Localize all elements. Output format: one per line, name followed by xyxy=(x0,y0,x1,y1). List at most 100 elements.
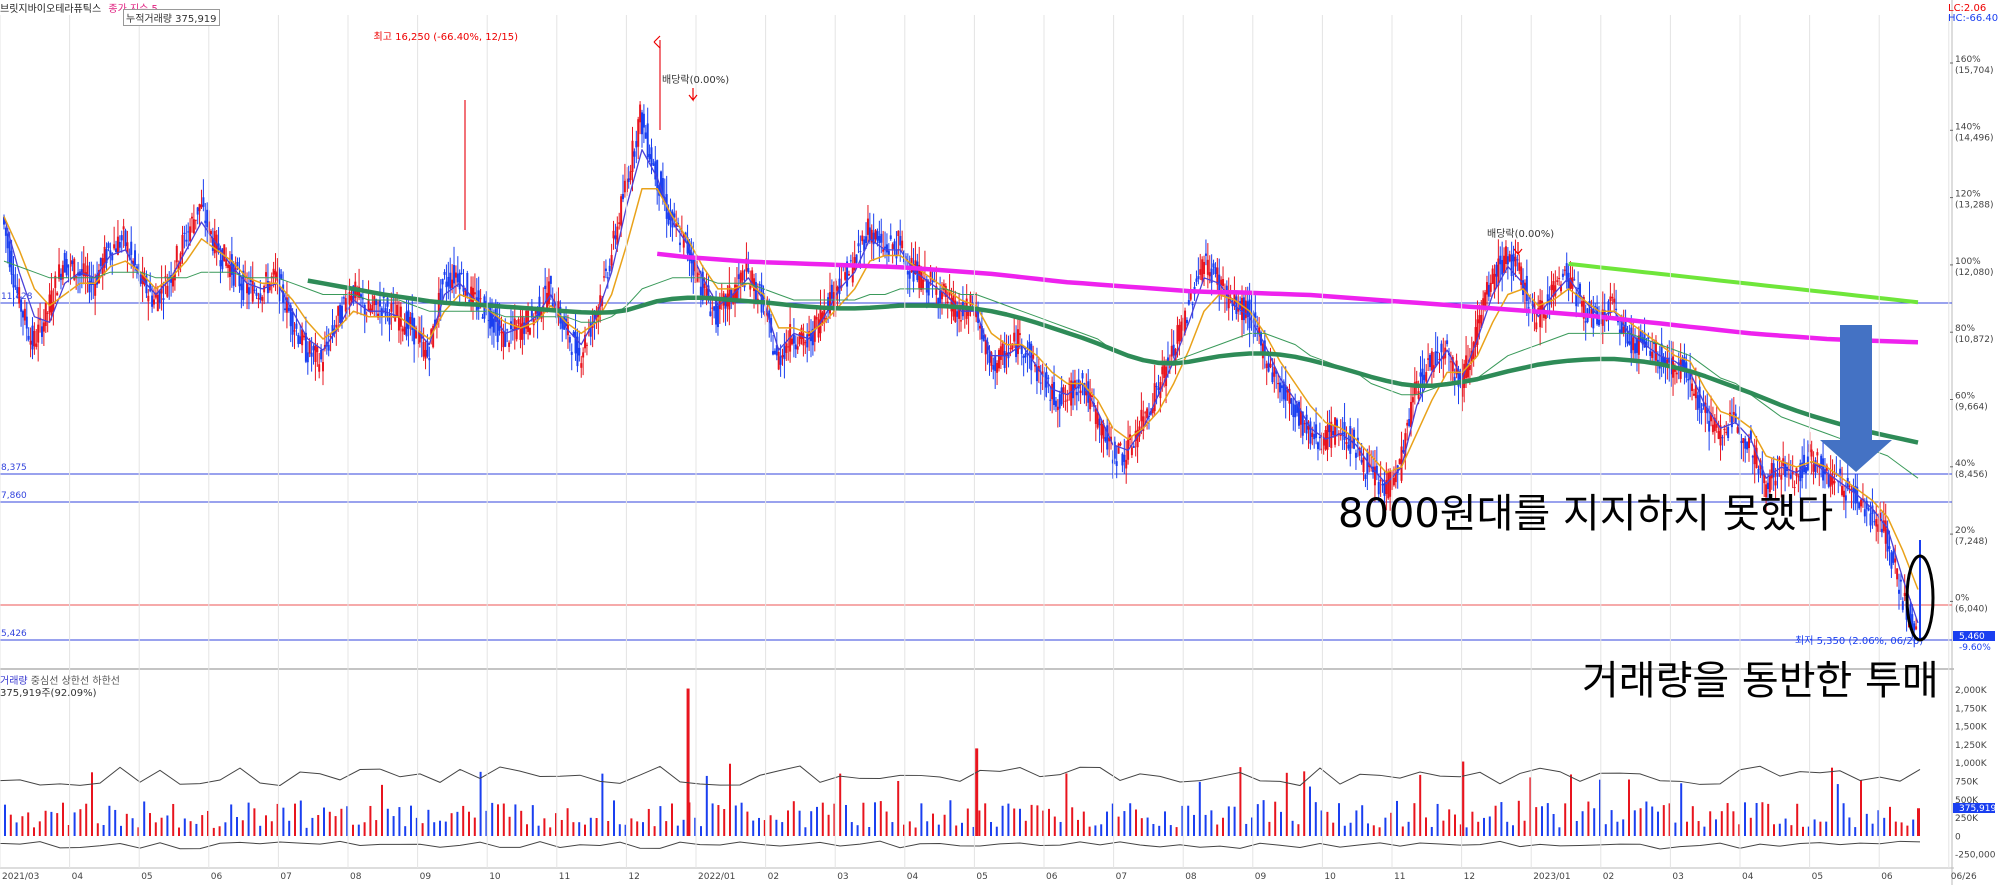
volume-bar xyxy=(392,816,395,836)
candle-body xyxy=(1546,294,1549,302)
volume-bar xyxy=(723,809,726,836)
candle-body xyxy=(593,313,596,321)
candle-body xyxy=(126,242,129,254)
candle-body xyxy=(1514,256,1517,267)
candle-body xyxy=(1727,427,1730,439)
candle-body xyxy=(1307,425,1310,430)
candle-body xyxy=(1381,484,1384,486)
candle-body xyxy=(635,141,638,148)
volume-bar xyxy=(160,817,163,836)
candle-body xyxy=(1865,500,1868,509)
candle-body xyxy=(143,275,146,285)
candle-body xyxy=(566,322,569,336)
candle-body xyxy=(1799,463,1802,482)
candle-body xyxy=(496,316,499,343)
candle-body xyxy=(1594,306,1597,308)
candle-body xyxy=(103,246,106,268)
volume-bar xyxy=(1309,786,1311,836)
volume-bar xyxy=(694,817,697,836)
candle-body xyxy=(791,338,794,345)
volume-tick: 1,000K xyxy=(1955,759,1988,769)
candle-body xyxy=(787,346,790,348)
candle-body xyxy=(948,290,951,296)
candle-body xyxy=(667,212,670,225)
candle-body xyxy=(1231,302,1234,307)
volume-bar xyxy=(1001,805,1004,836)
candle-body xyxy=(1833,481,1836,484)
candle-body xyxy=(922,279,925,289)
candle-body xyxy=(868,227,871,241)
volume-bar xyxy=(775,819,778,836)
volume-bar xyxy=(1401,826,1404,836)
candle-body xyxy=(460,273,463,275)
candle-body xyxy=(1558,277,1561,279)
stock-name[interactable]: 브릿지바이오테라퓨틱스 xyxy=(0,4,102,15)
volume-bar xyxy=(856,825,859,836)
candle-body xyxy=(340,305,343,324)
date-tick: 11 xyxy=(1394,872,1405,882)
candle-body xyxy=(115,248,118,253)
candle-body xyxy=(1516,259,1519,261)
candle-body xyxy=(219,260,222,267)
volume-tick: 1,250K xyxy=(1955,741,1988,751)
candle-body xyxy=(1429,354,1432,368)
candle-body xyxy=(1296,403,1299,413)
candle-body xyxy=(50,290,53,316)
candle-body xyxy=(646,123,649,158)
volume-bar xyxy=(1436,803,1439,836)
price-tick-pct: 160% xyxy=(1955,55,1981,65)
candle-body xyxy=(1172,344,1175,356)
candle-body xyxy=(697,273,700,275)
candle-body xyxy=(375,299,378,305)
volume-bar xyxy=(1587,801,1590,836)
candle-body xyxy=(1366,452,1369,475)
current-price-value: 5,460 xyxy=(1959,632,1985,642)
candle-body xyxy=(1254,312,1257,318)
volume-bar xyxy=(1836,784,1839,836)
candle-body xyxy=(466,272,469,296)
volume-bar xyxy=(1355,810,1358,836)
volume-bar xyxy=(1013,808,1016,836)
candle-body xyxy=(1852,486,1855,493)
candle-body xyxy=(519,323,522,340)
volume-bar xyxy=(624,824,627,836)
date-tick: 02 xyxy=(1603,872,1614,882)
candle-body xyxy=(12,274,15,288)
candle-body xyxy=(1751,455,1754,458)
candle-body xyxy=(1284,385,1287,401)
volume-bar xyxy=(1367,823,1369,836)
volume-bar xyxy=(1616,821,1619,836)
volume-bar xyxy=(630,818,633,836)
candle-body xyxy=(796,346,799,350)
candle-body xyxy=(1197,276,1200,279)
candle-body xyxy=(1168,366,1171,368)
candle-body xyxy=(1710,412,1713,422)
candle-body xyxy=(1235,296,1238,314)
candle-body xyxy=(1054,400,1057,407)
candle-body xyxy=(295,323,298,329)
candle-body xyxy=(227,264,230,268)
volume-bar xyxy=(1384,817,1387,836)
candle-body xyxy=(711,307,714,309)
candle-body xyxy=(1719,425,1722,446)
candle-body xyxy=(261,296,264,301)
volume-bar xyxy=(781,822,784,836)
candle-body xyxy=(265,272,268,277)
candle-body xyxy=(65,259,68,276)
candle-body xyxy=(1858,502,1861,509)
volume-bar xyxy=(566,808,569,836)
candle-body xyxy=(1151,407,1154,414)
candle-body xyxy=(23,308,26,321)
candle-body xyxy=(1279,382,1281,393)
candle-body xyxy=(1466,363,1469,378)
volume-bar xyxy=(1558,827,1561,836)
candle-body xyxy=(399,306,402,327)
candle-body xyxy=(1683,356,1686,369)
candle-body xyxy=(1554,285,1557,296)
candle-body xyxy=(1085,390,1088,396)
volume-tick: 750K xyxy=(1955,778,1979,788)
volume-bar xyxy=(154,822,157,836)
candle-body xyxy=(228,264,231,277)
date-tick: 05 xyxy=(976,872,987,882)
